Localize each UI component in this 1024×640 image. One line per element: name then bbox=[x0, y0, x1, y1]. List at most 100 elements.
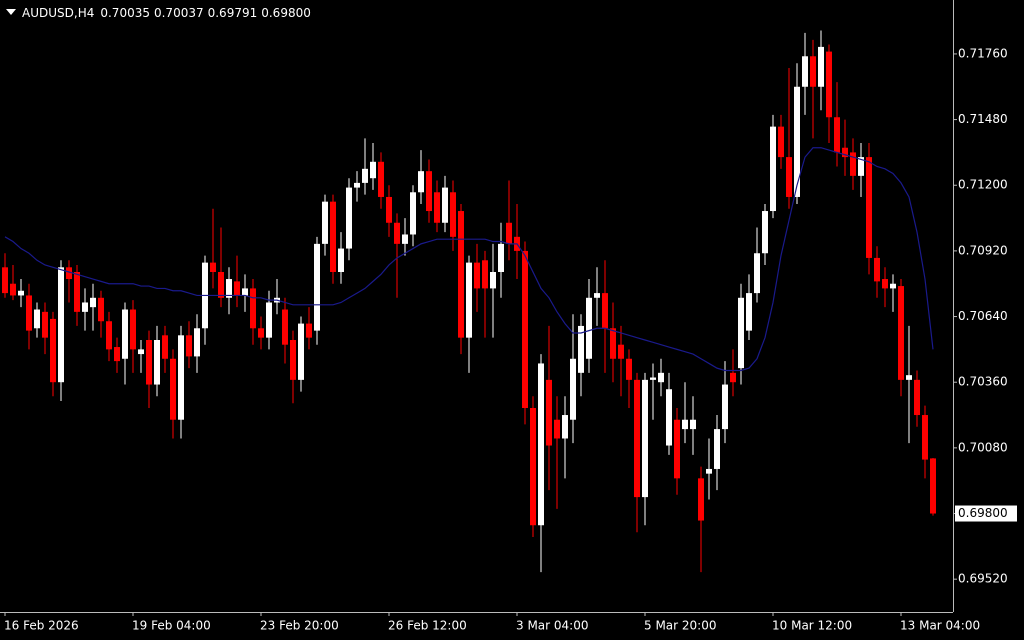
candle-body bbox=[66, 267, 72, 280]
x-tick-label: 19 Feb 04:00 bbox=[132, 619, 211, 633]
candle-body bbox=[178, 335, 184, 420]
candle-body bbox=[338, 248, 344, 272]
y-tick-label: 0.69520 bbox=[958, 572, 1008, 586]
candle-body bbox=[194, 328, 200, 357]
candle-body bbox=[730, 372, 736, 383]
menu-arrow[interactable] bbox=[6, 9, 16, 15]
candle-body bbox=[26, 295, 32, 331]
candle-body bbox=[482, 260, 488, 289]
candle-body bbox=[250, 288, 256, 329]
candle-body bbox=[866, 157, 872, 258]
candle-body bbox=[370, 161, 376, 179]
candle-body bbox=[626, 358, 632, 380]
candle-body bbox=[738, 297, 744, 369]
candle-body bbox=[810, 56, 816, 87]
candle-body bbox=[162, 335, 168, 359]
candle-body bbox=[442, 187, 448, 223]
candle-body bbox=[770, 126, 776, 212]
candle-body bbox=[722, 384, 728, 430]
candle-body bbox=[130, 309, 136, 350]
candle-body bbox=[594, 293, 600, 298]
candle-body bbox=[282, 309, 288, 345]
candle-body bbox=[402, 234, 408, 244]
candle-body bbox=[322, 201, 328, 244]
candle-body bbox=[914, 379, 920, 416]
x-tick-label: 26 Feb 12:00 bbox=[388, 619, 467, 633]
candle-body bbox=[426, 171, 432, 212]
candle-body bbox=[890, 283, 896, 289]
candle-body bbox=[930, 458, 936, 514]
candle-body bbox=[898, 286, 904, 380]
candle-body bbox=[682, 419, 688, 430]
x-tick-label: 3 Mar 04:00 bbox=[516, 619, 589, 633]
candle-body bbox=[330, 201, 336, 272]
quote: 0.69791 bbox=[208, 6, 258, 20]
candle-body bbox=[378, 161, 384, 197]
candle-body bbox=[82, 302, 88, 312]
candle-body bbox=[42, 311, 48, 338]
candle-body bbox=[210, 262, 216, 272]
candle-body bbox=[786, 157, 792, 197]
candle-body bbox=[554, 419, 560, 439]
candle-body bbox=[34, 309, 40, 329]
candle-body bbox=[74, 272, 80, 312]
candle-body bbox=[90, 297, 96, 308]
candle-body bbox=[138, 349, 144, 355]
candle-body bbox=[450, 192, 456, 237]
candle-body bbox=[242, 288, 248, 296]
candle-body bbox=[218, 272, 224, 298]
quote: 0.69800 bbox=[261, 6, 311, 20]
candle-body bbox=[266, 302, 272, 338]
candle-body bbox=[874, 257, 880, 282]
candle-body bbox=[562, 415, 568, 439]
candle-body bbox=[394, 222, 400, 244]
candle-body bbox=[706, 468, 712, 474]
x-tick-label: 23 Feb 20:00 bbox=[260, 619, 339, 633]
candle-body bbox=[362, 168, 368, 183]
candle-body bbox=[290, 340, 296, 380]
candle-body bbox=[186, 335, 192, 357]
candle-body bbox=[690, 419, 696, 430]
candle-body bbox=[602, 293, 608, 329]
candle-body bbox=[658, 372, 664, 383]
candle-body bbox=[506, 222, 512, 244]
candle-body bbox=[826, 51, 832, 118]
candle-body bbox=[258, 328, 264, 338]
candle-body bbox=[306, 323, 312, 338]
candle-body bbox=[298, 323, 304, 380]
candle-body bbox=[490, 272, 496, 289]
y-tick-label: 0.71760 bbox=[958, 46, 1008, 60]
quote: 0.70037 bbox=[154, 6, 204, 20]
candle-body bbox=[98, 297, 104, 322]
chart-header: AUDUSD,H4 0.70035 0.70037 0.69791 0.69800 bbox=[22, 6, 311, 20]
y-tick-label: 0.71480 bbox=[958, 112, 1008, 126]
candle-body bbox=[618, 344, 624, 359]
y-tick-label: 0.70360 bbox=[958, 375, 1008, 389]
candle-body bbox=[106, 321, 112, 350]
candle-body bbox=[666, 389, 672, 446]
candle-body bbox=[354, 182, 360, 188]
candle-body bbox=[418, 171, 424, 193]
candle-body bbox=[170, 358, 176, 420]
candle-body bbox=[586, 297, 592, 359]
candle-body bbox=[818, 46, 824, 87]
candle-body bbox=[858, 157, 864, 176]
candle-body bbox=[50, 318, 56, 383]
x-tick-label: 16 Feb 2026 bbox=[4, 619, 79, 633]
candle-body bbox=[410, 192, 416, 235]
x-tick-label: 5 Mar 20:00 bbox=[644, 619, 717, 633]
candle-body bbox=[570, 358, 576, 420]
candle-body bbox=[714, 429, 720, 469]
quote: 0.70035 bbox=[100, 6, 150, 20]
candle-body bbox=[834, 117, 840, 153]
y-tick-label: 0.71200 bbox=[958, 178, 1008, 192]
symbol: AUDUSD,H4 bbox=[22, 6, 94, 20]
candle-body bbox=[122, 309, 128, 359]
y-tick-label: 0.70920 bbox=[958, 243, 1008, 257]
candle-body bbox=[114, 347, 120, 362]
y-tick-label: 0.70080 bbox=[958, 440, 1008, 454]
candle-body bbox=[538, 363, 544, 526]
